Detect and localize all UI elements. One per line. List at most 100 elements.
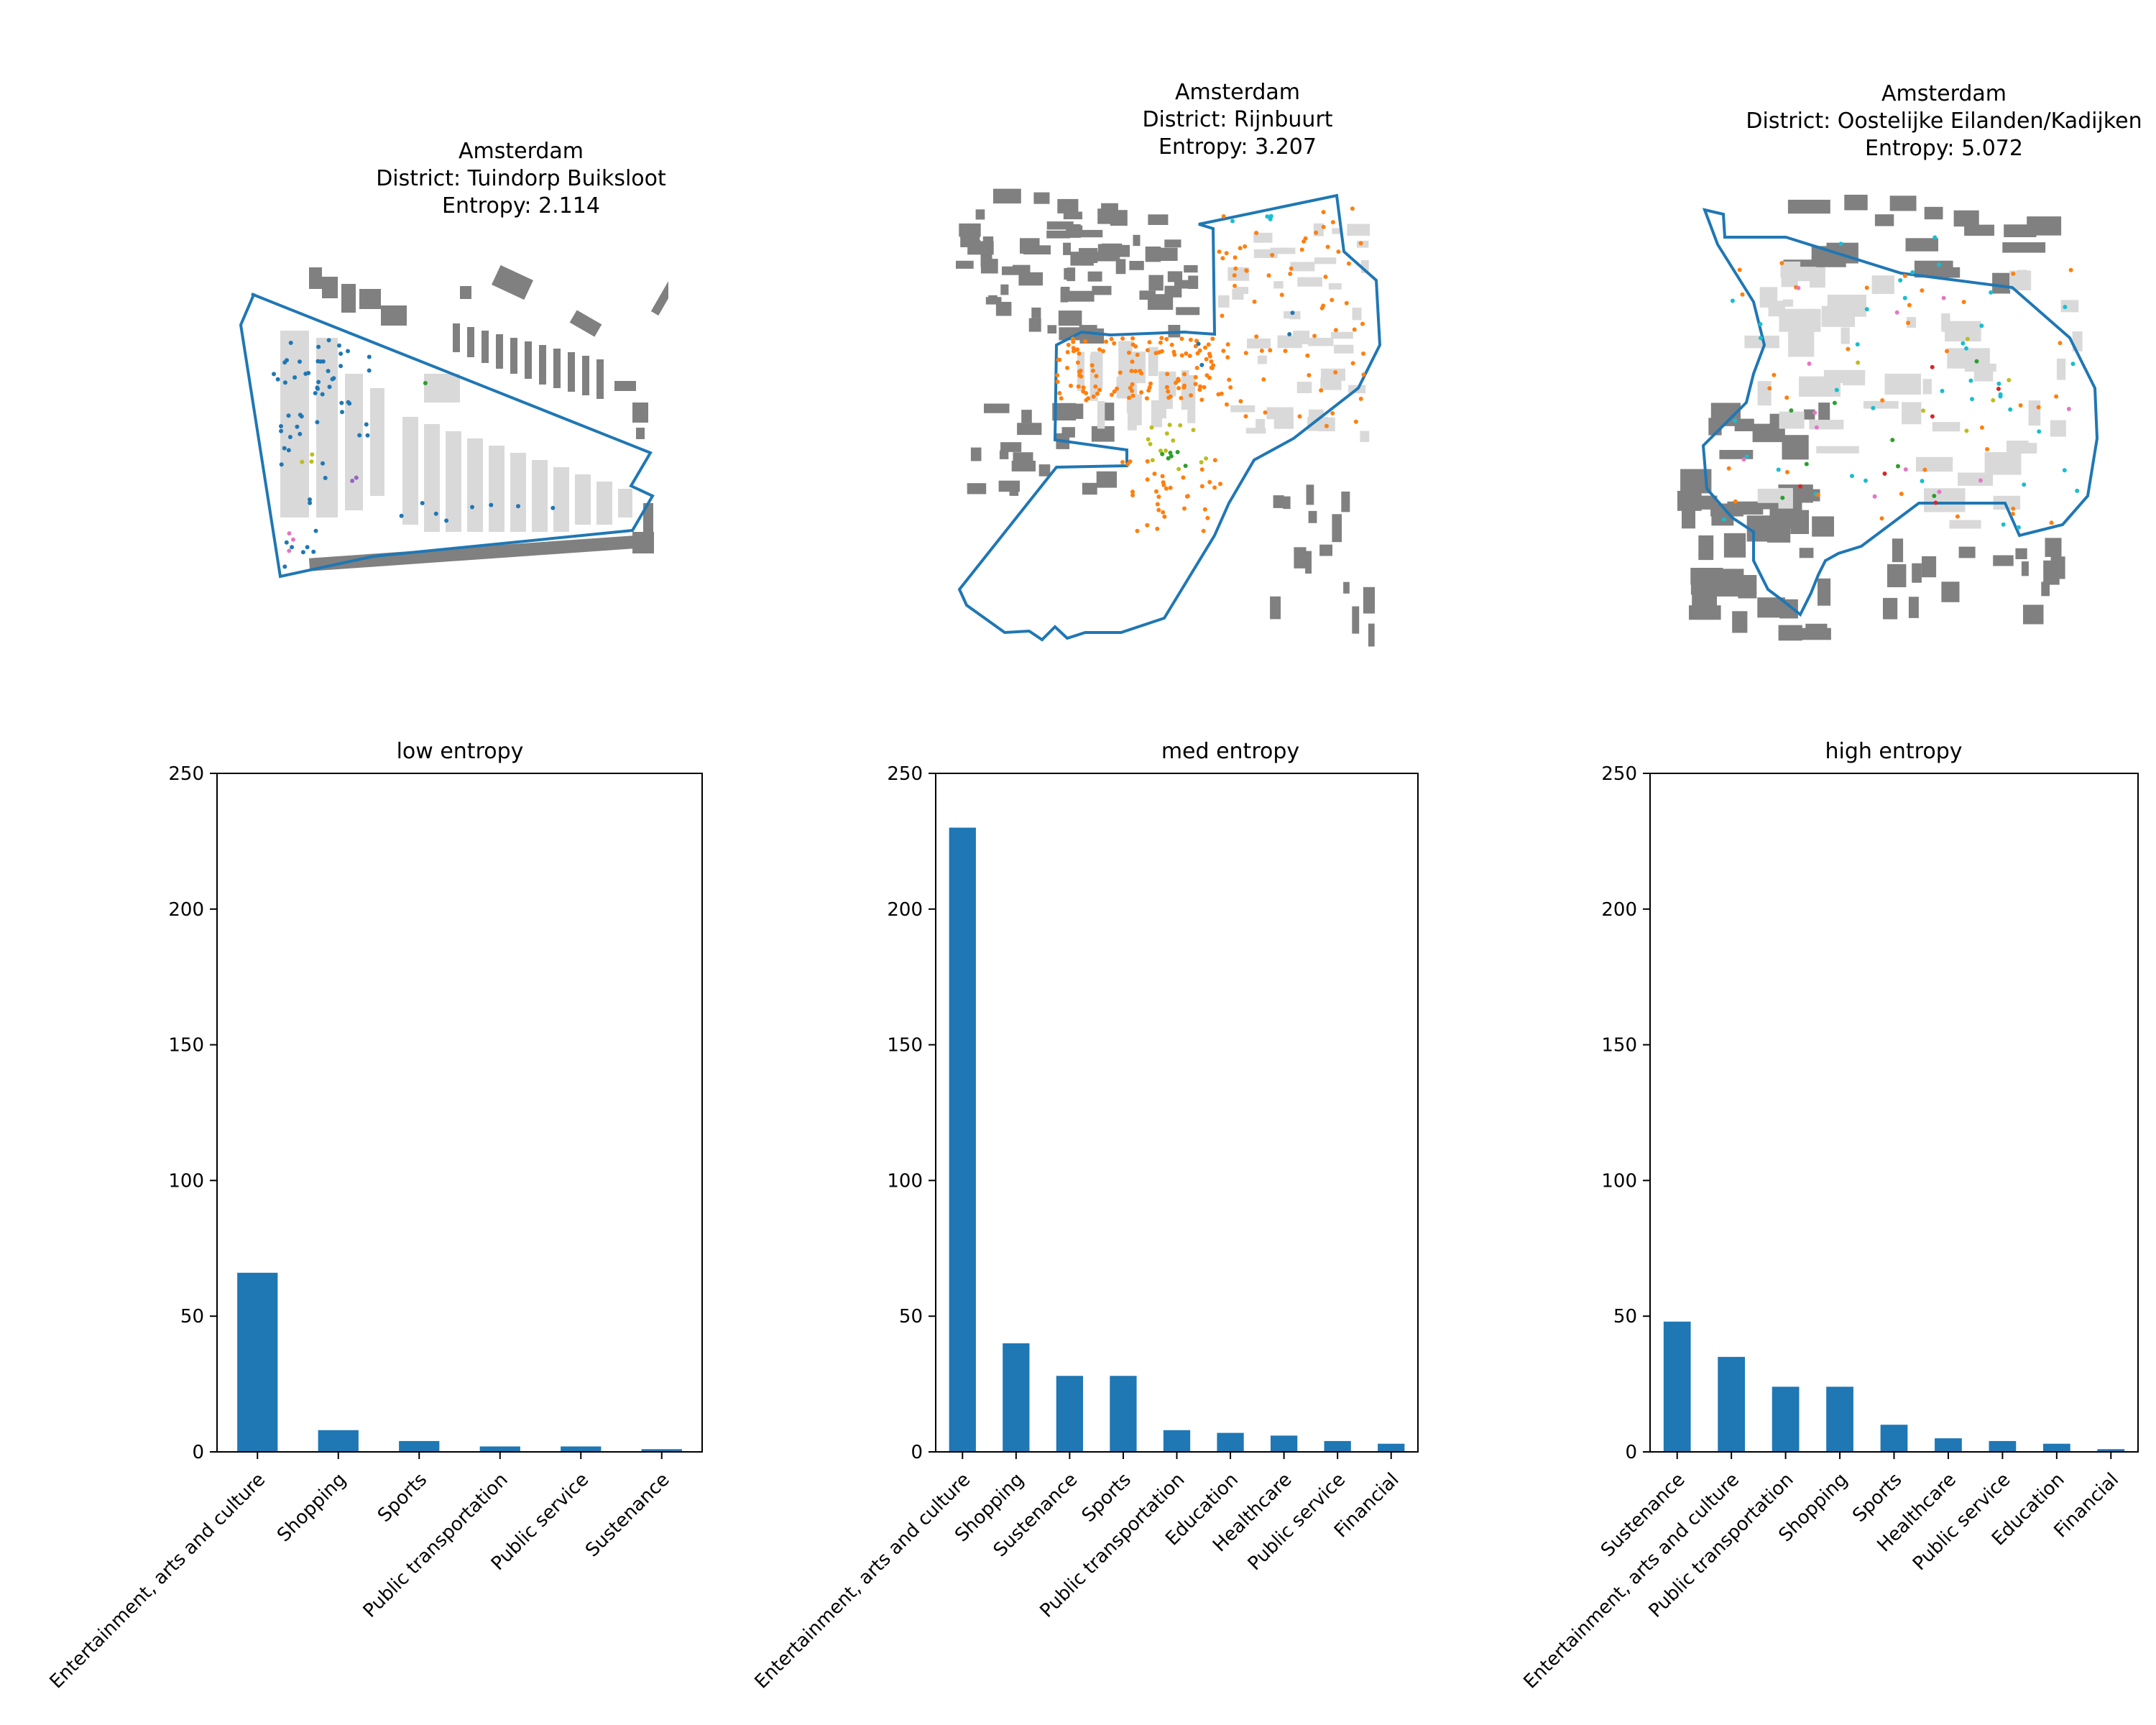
poi-marker xyxy=(350,479,355,483)
poi-marker xyxy=(1089,363,1095,368)
poi-marker xyxy=(323,476,328,480)
poi-marker xyxy=(1169,454,1174,459)
poi-marker xyxy=(1872,494,1877,499)
poi-marker xyxy=(1209,359,1214,364)
poi-marker xyxy=(1360,321,1365,326)
poi-marker xyxy=(1091,394,1096,399)
bar xyxy=(1378,1443,1405,1452)
poi-marker xyxy=(1333,370,1338,374)
poi-marker xyxy=(1127,395,1132,400)
poi-marker xyxy=(1268,213,1273,218)
poi-marker xyxy=(308,500,313,505)
y-tick-label: 200 xyxy=(1601,899,1637,921)
poi-marker xyxy=(1115,386,1120,391)
poi-marker xyxy=(1961,341,1966,346)
poi-marker xyxy=(1206,342,1211,347)
map-city-label: Amsterdam xyxy=(1881,81,2007,106)
y-tick-label: 50 xyxy=(1613,1306,1637,1328)
poi-marker xyxy=(433,511,438,516)
buildings-inside xyxy=(280,331,632,532)
poi-marker xyxy=(1164,431,1169,436)
poi-marker xyxy=(291,537,295,542)
poi-marker xyxy=(399,513,404,518)
poi-marker xyxy=(357,433,362,438)
bar xyxy=(1880,1425,1908,1452)
poi-marker xyxy=(1084,391,1089,395)
buildings-outside xyxy=(956,188,1375,647)
poi-marker xyxy=(1814,425,1819,430)
poi-marker xyxy=(1204,456,1209,461)
poi-marker xyxy=(1179,336,1184,341)
poi-marker xyxy=(1352,327,1357,332)
poi-marker xyxy=(331,376,336,381)
poi-marker xyxy=(337,343,341,348)
poi-marker xyxy=(2010,512,2015,516)
poi-marker xyxy=(1319,388,1324,393)
poi-marker xyxy=(1059,396,1064,401)
poi-marker xyxy=(1207,351,1212,356)
poi-marker xyxy=(1075,347,1080,352)
poi-marker xyxy=(1321,224,1326,229)
poi-marker xyxy=(1191,428,1196,433)
poi-marker xyxy=(1182,383,1187,388)
y-tick-label: 200 xyxy=(168,899,204,921)
poi-marker xyxy=(1166,456,1171,461)
y-tick-label: 50 xyxy=(899,1306,923,1328)
poi-marker xyxy=(1902,273,1907,278)
poi-marker xyxy=(1288,272,1293,276)
poi-marker xyxy=(1153,351,1158,356)
poi-marker xyxy=(1164,385,1169,390)
poi-marker xyxy=(1907,303,1912,308)
poi-marker xyxy=(1225,342,1230,347)
poi-marker xyxy=(1323,275,1328,280)
poi-marker xyxy=(1221,349,1226,354)
poi-marker xyxy=(1220,256,1225,261)
poi-marker xyxy=(1145,459,1150,464)
poi-marker xyxy=(327,385,332,390)
poi-marker xyxy=(1321,303,1326,308)
poi-points xyxy=(272,338,556,569)
poi-marker xyxy=(286,448,291,453)
poi-marker xyxy=(1065,365,1069,370)
poi-marker xyxy=(1266,273,1271,278)
axes-frame xyxy=(1649,773,2139,1453)
poi-marker xyxy=(1807,362,1812,366)
poi-marker xyxy=(1127,350,1131,355)
poi-marker xyxy=(1358,241,1363,246)
poi-marker xyxy=(292,375,298,380)
poi-marker xyxy=(313,528,318,533)
poi-marker xyxy=(2007,377,2012,382)
poi-points xyxy=(1055,206,1366,533)
poi-marker xyxy=(1148,381,1153,386)
poi-marker xyxy=(1095,391,1100,396)
poi-marker xyxy=(1910,270,1915,275)
poi-marker xyxy=(1920,288,1925,293)
district-boundary xyxy=(1701,208,2099,617)
poi-marker xyxy=(1175,450,1180,454)
poi-marker xyxy=(1737,267,1742,272)
district-map-med xyxy=(956,188,1382,647)
poi-marker xyxy=(1244,268,1249,273)
poi-marker xyxy=(1076,384,1081,389)
poi-marker xyxy=(1856,360,1861,365)
poi-marker xyxy=(1336,249,1341,254)
poi-marker xyxy=(1167,423,1172,428)
poi-marker xyxy=(287,548,292,553)
poi-marker xyxy=(1081,385,1086,390)
bar-chart-med: 0 50 100 150 200 250 Entertainment, arts and c… xyxy=(751,763,1419,1693)
poi-marker xyxy=(1922,467,1927,472)
poi-marker xyxy=(1194,365,1199,370)
poi-marker xyxy=(284,540,289,545)
poi-marker xyxy=(1964,346,1968,351)
poi-marker xyxy=(1071,339,1076,344)
poi-marker xyxy=(1855,342,1860,347)
poi-marker xyxy=(1312,334,1317,339)
poi-marker xyxy=(315,420,320,425)
poi-marker xyxy=(282,564,287,569)
poi-marker xyxy=(1243,351,1248,356)
poi-marker xyxy=(1202,385,1207,390)
poi-marker xyxy=(1057,357,1062,362)
chart-title-med: med entropy xyxy=(1161,739,1300,764)
bar xyxy=(2042,1443,2070,1452)
poi-marker xyxy=(1071,349,1076,354)
